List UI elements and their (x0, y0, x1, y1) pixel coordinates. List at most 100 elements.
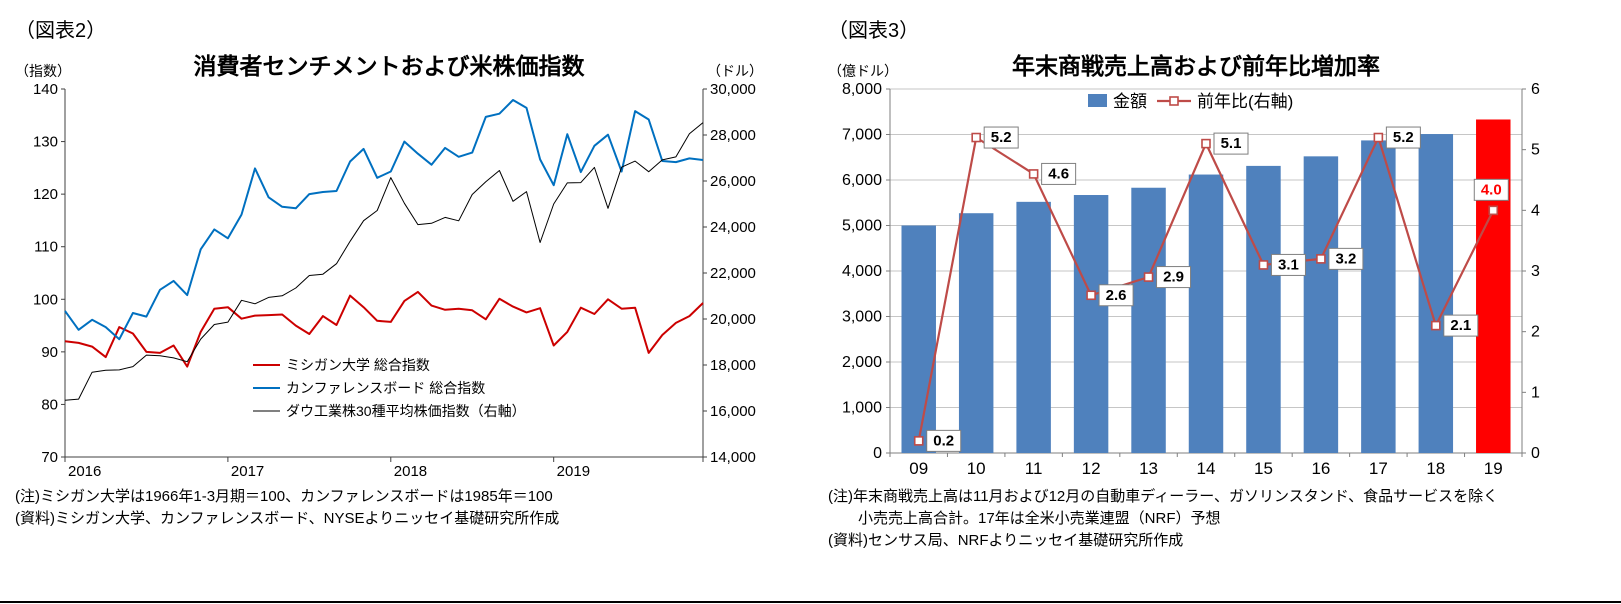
series (64, 99, 704, 401)
bars (901, 119, 1511, 454)
svg-text:2: 2 (1531, 324, 1540, 341)
axes: 70 80 90 100 110 120 130 140 14,000 16,000 18,000 2… (33, 83, 756, 480)
figure3-label-16: 3.2 (1335, 250, 1356, 267)
figure3-bar-09 (901, 225, 936, 453)
figure2-chart: 70 80 90 100 110 120 130 140 14,000 16,000 18,000 2… (33, 83, 756, 480)
figure3-label-13: 2.9 (1163, 269, 1184, 286)
svg-text:6: 6 (1531, 83, 1540, 98)
figure3-label-09: 0.2 (933, 432, 954, 449)
figure3-label-10: 5.2 (991, 129, 1012, 146)
figure3-source-line: (資料)センサス局、NRFよりニッセイ基礎研究所作成 (828, 531, 1184, 549)
figure3-legend-bar-label: 金額 (1113, 92, 1147, 111)
svg-text:2016: 2016 (68, 463, 101, 480)
figure3-marker-09 (913, 436, 924, 446)
svg-text:8,000: 8,000 (842, 83, 882, 98)
figure2-notes: (注)ミシガン大学は1966年1-3月期＝100、カンファレンスボードは1985… (15, 486, 763, 530)
svg-text:20,000: 20,000 (710, 311, 756, 328)
figure3-header: （億ドル） 年末商戦売上高および前年比増加率 (828, 47, 1564, 81)
figure3-label-box-18 (1443, 314, 1479, 337)
figure3-marker-19 (1488, 205, 1499, 216)
svg-text:17: 17 (1369, 459, 1388, 478)
figure3-bar-19 (1476, 119, 1511, 454)
svg-text:12: 12 (1082, 459, 1101, 478)
figure2-left-axis-unit: （指数） (15, 63, 71, 79)
svg-text:19: 19 (1484, 459, 1503, 478)
svg-text:16: 16 (1311, 459, 1330, 478)
figure3-note-line-1: (注)年末商戦売上高は11月および12月の自動車ディーラー、ガソリンスタンド、食… (828, 488, 1499, 505)
figure3-label-box-14 (1213, 132, 1249, 155)
figure2-note-line: (注)ミシガン大学は1966年1-3月期＝100、カンファレンスボードは1985… (15, 488, 553, 505)
svg-text:130: 130 (33, 134, 58, 151)
svg-text:5: 5 (1531, 142, 1540, 159)
svg-text:4,000: 4,000 (842, 263, 882, 280)
figure3-bar-18 (1418, 134, 1454, 454)
svg-text:6,000: 6,000 (842, 172, 882, 189)
svg-text:0: 0 (873, 445, 882, 462)
figure3-marker-13 (1143, 272, 1154, 282)
growth-line (913, 132, 1499, 446)
figure3-label-17: 5.2 (1393, 129, 1414, 146)
figure2: （図表2） （指数） 消費者センチメントおよび米株価指数 （ドル） 70 80 90… (15, 14, 763, 530)
svg-text:110: 110 (34, 239, 58, 256)
svg-text:1,000: 1,000 (842, 400, 882, 417)
figure2-legend-label-0: ミシガン大学 総合指数 (286, 357, 430, 373)
figure3-label-12: 2.6 (1106, 287, 1127, 304)
svg-text:24,000: 24,000 (710, 219, 756, 236)
data-labels: 0.2 5.2 4.6 2.6 2.9 5.1 3.1 3.2 5.2 2.1 4.0 (926, 126, 1509, 452)
figure3-bar-14 (1188, 174, 1224, 453)
figure2-source-line: (資料)ミシガン大学、カンファレンスボード、NYSEよりニッセイ基礎研究所作成 (15, 509, 560, 527)
svg-text:7,000: 7,000 (842, 127, 882, 144)
figure3-marker-14 (1201, 138, 1211, 149)
figure3-label-box-15 (1270, 253, 1306, 276)
figure2-legend-label-1: カンファレンスボード 総合指数 (286, 380, 485, 396)
figure3-marker-10 (971, 132, 981, 143)
figure3: （図表3） （億ドル） 年末商戦売上高および前年比増加率 0 1,000 2,000… (828, 14, 1564, 551)
svg-text:5,000: 5,000 (842, 218, 882, 235)
svg-text:14: 14 (1197, 459, 1216, 478)
svg-text:4: 4 (1531, 202, 1540, 219)
figure3-label-box-10 (983, 126, 1019, 149)
figure3-marker-12 (1086, 290, 1096, 301)
svg-text:2,000: 2,000 (842, 354, 882, 371)
figure3-notes: (注)年末商戦売上高は11月および12月の自動車ディーラー、ガソリンスタンド、食… (828, 486, 1564, 551)
svg-text:90: 90 (41, 344, 58, 361)
figure2-series-0 (64, 290, 704, 368)
svg-text:140: 140 (33, 83, 58, 98)
svg-text:100: 100 (33, 291, 58, 308)
figure2-header: （指数） 消費者センチメントおよび米株価指数 （ドル） (15, 47, 763, 81)
svg-text:15: 15 (1254, 459, 1273, 478)
figure3-legend-line-marker (1169, 96, 1179, 106)
svg-text:80: 80 (41, 396, 58, 413)
figure3-title: 年末商戦売上高および前年比増加率 (1012, 53, 1380, 79)
figure3-label-14: 5.1 (1221, 135, 1242, 152)
figure3-label-box-12 (1098, 284, 1134, 307)
svg-text:16,000: 16,000 (710, 403, 756, 420)
figure3-marker-16 (1316, 254, 1326, 264)
page-bottom-divider (0, 601, 1621, 603)
svg-text:70: 70 (41, 449, 58, 466)
svg-text:2017: 2017 (231, 463, 264, 480)
svg-text:2018: 2018 (394, 463, 427, 480)
figure3-note-line-2: 小売売上高合計。17年は全米小売業連盟（NRF）予想 (828, 509, 1221, 527)
svg-text:09: 09 (909, 459, 928, 478)
figure2-right-axis-unit: （ドル） (707, 63, 763, 79)
figure3-marker-18 (1431, 320, 1441, 331)
figure3-label-15: 3.1 (1278, 256, 1299, 273)
figure2-legend-label-2: ダウ工業株30種平均株価指数（右軸） (286, 403, 526, 419)
svg-text:1: 1 (1531, 384, 1540, 401)
svg-text:14,000: 14,000 (710, 449, 756, 466)
figure2-series-2 (64, 122, 704, 401)
figure3-bar-10 (958, 213, 994, 453)
svg-text:28,000: 28,000 (710, 127, 756, 144)
figure3-label-box-09 (926, 429, 962, 452)
figure3-legend-bar-swatch (1088, 94, 1107, 107)
figure3-marker-17 (1373, 132, 1384, 143)
svg-text:10: 10 (967, 459, 986, 478)
figure3-bar-16 (1303, 156, 1339, 453)
figure3-label-box-17 (1385, 126, 1421, 149)
svg-text:18: 18 (1426, 459, 1445, 478)
svg-text:26,000: 26,000 (710, 173, 756, 190)
figure3-bar-13 (1131, 187, 1166, 454)
svg-text:2019: 2019 (557, 463, 590, 480)
